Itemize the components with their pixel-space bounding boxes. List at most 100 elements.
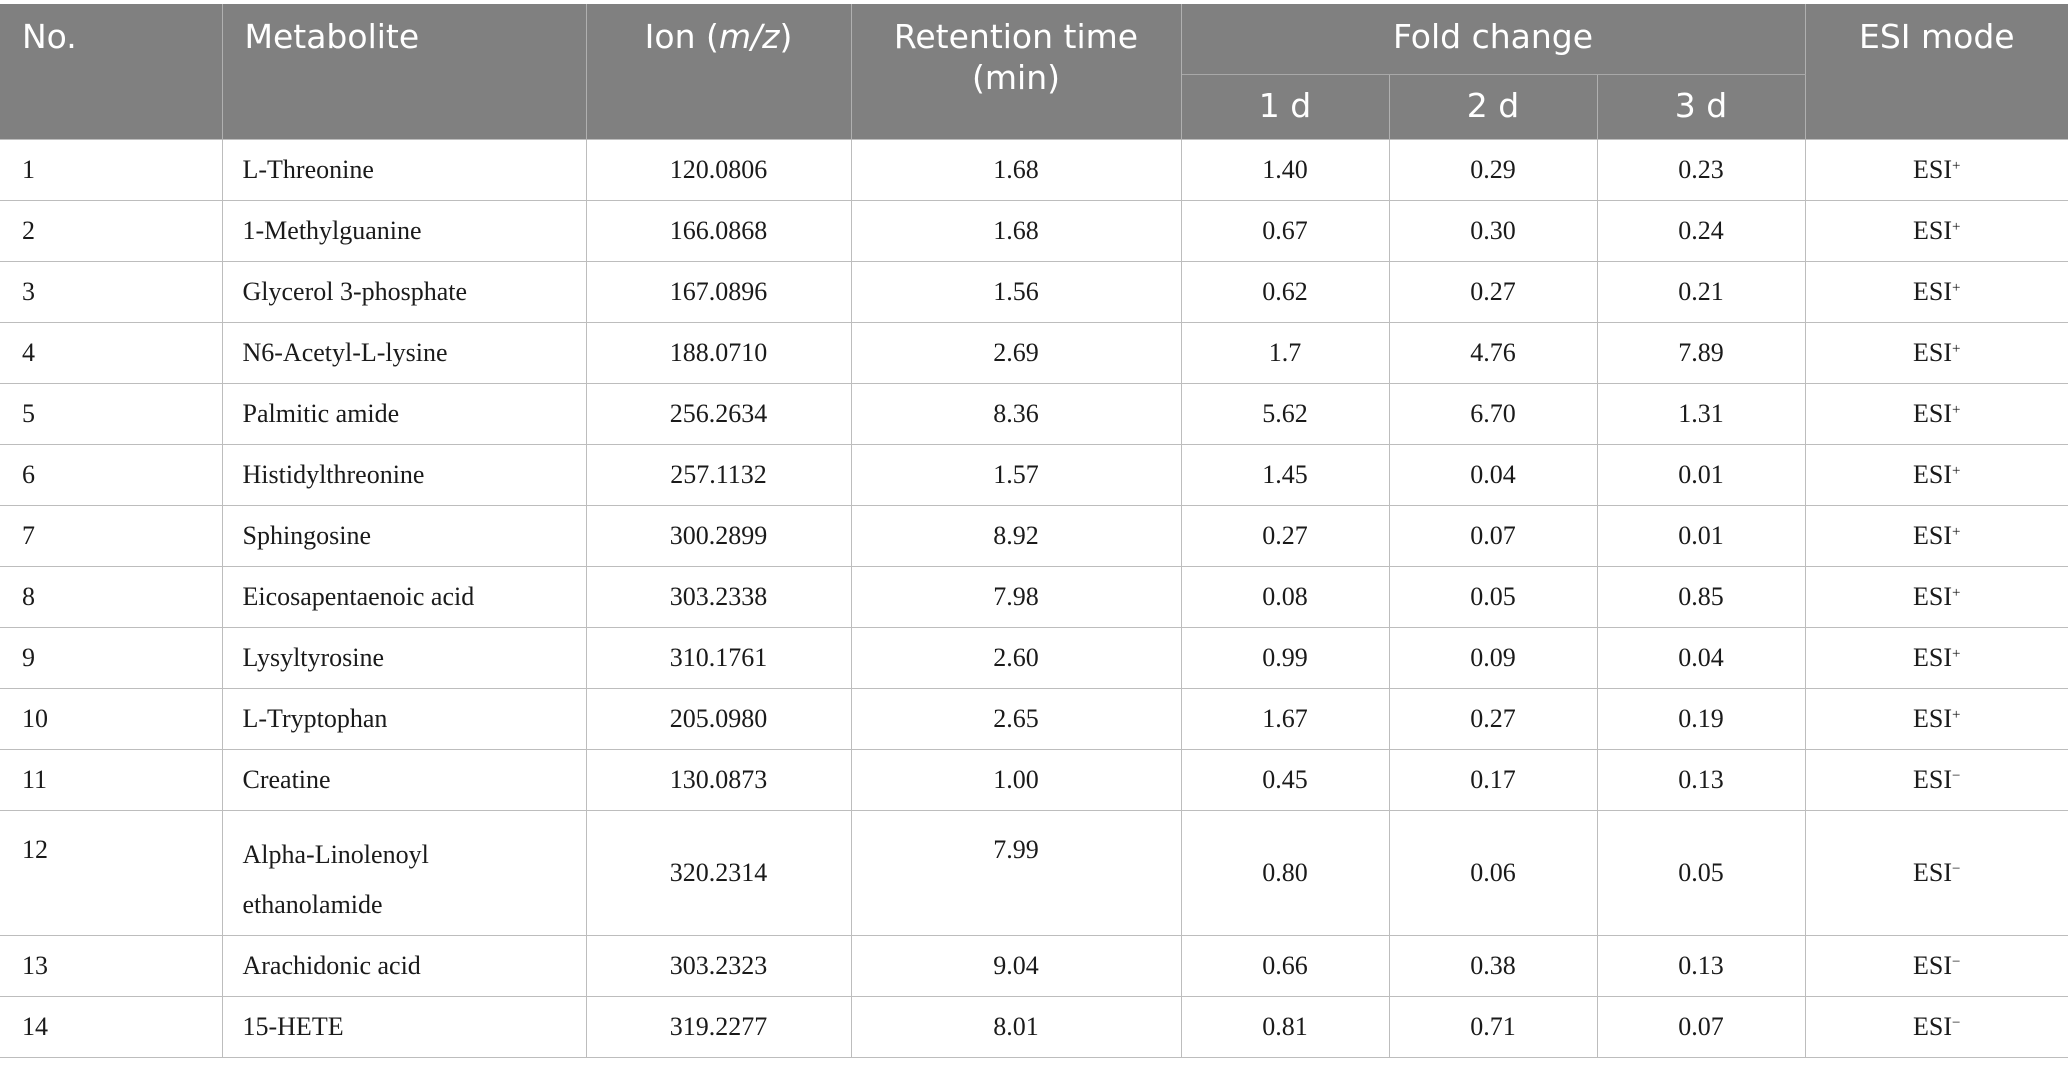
esi-label: ESI xyxy=(1913,643,1953,672)
cell-retention-time: 7.98 xyxy=(850,566,1182,628)
cell-ion: 257.1132 xyxy=(585,444,852,506)
cell-fold-change-1d: 0.80 xyxy=(1180,810,1390,936)
cell-fold-change-2d: 0.27 xyxy=(1388,261,1598,323)
header-metabolite: Metabolite xyxy=(221,4,587,140)
cell-esi-mode: ESI+ xyxy=(1804,383,2068,445)
cell-retention-time: 9.04 xyxy=(850,935,1182,997)
cell-fold-change-2d: 0.27 xyxy=(1388,688,1598,750)
cell-fold-change-1d: 0.27 xyxy=(1180,505,1390,567)
esi-sign: + xyxy=(1952,585,1961,601)
cell-fold-change-2d: 0.71 xyxy=(1388,996,1598,1058)
esi-sign: + xyxy=(1952,707,1961,723)
cell-esi-mode: ESI+ xyxy=(1804,261,2068,323)
cell-metabolite: Histidylthreonine xyxy=(221,444,587,506)
cell-metabolite: Sphingosine xyxy=(221,505,587,567)
esi-sign: + xyxy=(1952,280,1961,296)
cell-fold-change-1d: 1.40 xyxy=(1180,139,1390,201)
cell-metabolite: Creatine xyxy=(221,749,587,811)
header-ion: Ion (m/z) xyxy=(585,4,852,140)
cell-fold-change-3d: 7.89 xyxy=(1596,322,1806,384)
cell-ion: 205.0980 xyxy=(585,688,852,750)
table-header: No. Metabolite Ion (m/z) Retention time(… xyxy=(0,4,2068,140)
table-row: 7 Sphingosine 300.2899 8.92 0.27 0.07 0.… xyxy=(0,505,2068,567)
cell-fold-change-2d: 0.17 xyxy=(1388,749,1598,811)
cell-fold-change-2d: 0.38 xyxy=(1388,935,1598,997)
header-retention-line2: (min) xyxy=(972,58,1060,97)
cell-ion: 188.0710 xyxy=(585,322,852,384)
cell-fold-change-1d: 0.62 xyxy=(1180,261,1390,323)
cell-no: 7 xyxy=(0,505,223,567)
table-row: 1 L-Threonine 120.0806 1.68 1.40 0.29 0.… xyxy=(0,139,2068,201)
cell-retention-time: 7.99 xyxy=(850,810,1182,936)
table-row: 11 Creatine 130.0873 1.00 0.45 0.17 0.13… xyxy=(0,749,2068,811)
cell-fold-change-1d: 5.62 xyxy=(1180,383,1390,445)
table-row: 9 Lysyltyrosine 310.1761 2.60 0.99 0.09 … xyxy=(0,627,2068,689)
cell-ion: 130.0873 xyxy=(585,749,852,811)
cell-no: 14 xyxy=(0,996,223,1058)
esi-sign: − xyxy=(1952,861,1961,877)
cell-esi-mode: ESI+ xyxy=(1804,505,2068,567)
cell-retention-time: 8.01 xyxy=(850,996,1182,1058)
cell-esi-mode: ESI+ xyxy=(1804,444,2068,506)
header-ion-prefix: Ion ( xyxy=(644,17,719,56)
table-row: 6 Histidylthreonine 257.1132 1.57 1.45 0… xyxy=(0,444,2068,506)
cell-fold-change-3d: 0.01 xyxy=(1596,444,1806,506)
esi-label: ESI xyxy=(1913,460,1953,489)
cell-retention-time: 1.56 xyxy=(850,261,1182,323)
table-row: 5 Palmitic amide 256.2634 8.36 5.62 6.70… xyxy=(0,383,2068,445)
esi-label: ESI xyxy=(1913,765,1953,794)
header-day-2: 2 d xyxy=(1388,73,1598,140)
cell-fold-change-2d: 0.04 xyxy=(1388,444,1598,506)
esi-label: ESI xyxy=(1913,277,1953,306)
cell-fold-change-3d: 0.23 xyxy=(1596,139,1806,201)
cell-esi-mode: ESI− xyxy=(1804,810,2068,936)
cell-metabolite: 1-Methylguanine xyxy=(221,200,587,262)
cell-no: 6 xyxy=(0,444,223,506)
cell-fold-change-1d: 1.67 xyxy=(1180,688,1390,750)
cell-fold-change-1d: 1.7 xyxy=(1180,322,1390,384)
cell-metabolite: Lysyltyrosine xyxy=(221,627,587,689)
header-day-3: 3 d xyxy=(1596,73,1806,140)
cell-metabolite: 15-HETE xyxy=(221,996,587,1058)
header-day-1: 1 d xyxy=(1181,73,1390,140)
cell-no: 1 xyxy=(0,139,223,201)
esi-sign: + xyxy=(1952,646,1961,662)
cell-no: 10 xyxy=(0,688,223,750)
esi-sign: + xyxy=(1952,158,1961,174)
cell-retention-time: 1.00 xyxy=(850,749,1182,811)
cell-fold-change-3d: 0.13 xyxy=(1596,749,1806,811)
cell-fold-change-3d: 0.01 xyxy=(1596,505,1806,567)
cell-ion: 303.2323 xyxy=(585,935,852,997)
cell-fold-change-3d: 0.24 xyxy=(1596,200,1806,262)
cell-ion: 167.0896 xyxy=(585,261,852,323)
cell-ion: 256.2634 xyxy=(585,383,852,445)
table-row: 12 Alpha-Linolenoyl ethanolamide 320.2314… xyxy=(0,810,2068,936)
cell-retention-time: 2.60 xyxy=(850,627,1182,689)
header-retention-line1: Retention time xyxy=(893,17,1139,56)
cell-esi-mode: ESI+ xyxy=(1804,200,2068,262)
cell-metabolite: Palmitic amide xyxy=(221,383,587,445)
cell-retention-time: 1.68 xyxy=(850,139,1182,201)
esi-label: ESI xyxy=(1913,858,1953,887)
table-row: 8 Eicosapentaenoic acid 303.2338 7.98 0.… xyxy=(0,566,2068,628)
cell-no: 5 xyxy=(0,383,223,445)
cell-no: 4 xyxy=(0,322,223,384)
cell-no: 9 xyxy=(0,627,223,689)
cell-fold-change-1d: 1.45 xyxy=(1180,444,1390,506)
cell-fold-change-3d: 1.31 xyxy=(1596,383,1806,445)
table-row: 3 Glycerol 3-phosphate 167.0896 1.56 0.6… xyxy=(0,261,2068,323)
cell-metabolite: Eicosapentaenoic acid xyxy=(221,566,587,628)
cell-fold-change-3d: 0.04 xyxy=(1596,627,1806,689)
esi-label: ESI xyxy=(1913,399,1953,428)
esi-sign: + xyxy=(1952,463,1961,479)
cell-metabolite: L-Tryptophan xyxy=(221,688,587,750)
cell-fold-change-1d: 0.66 xyxy=(1180,935,1390,997)
cell-fold-change-1d: 0.67 xyxy=(1180,200,1390,262)
cell-fold-change-3d: 0.05 xyxy=(1596,810,1806,936)
table-row: 13 Arachidonic acid 303.2323 9.04 0.66 0… xyxy=(0,935,2068,997)
cell-esi-mode: ESI+ xyxy=(1804,566,2068,628)
cell-retention-time: 8.92 xyxy=(850,505,1182,567)
cell-fold-change-2d: 4.76 xyxy=(1388,322,1598,384)
esi-label: ESI xyxy=(1913,521,1953,550)
table-row: 4 N6-Acetyl-L-lysine 188.0710 2.69 1.7 4… xyxy=(0,322,2068,384)
